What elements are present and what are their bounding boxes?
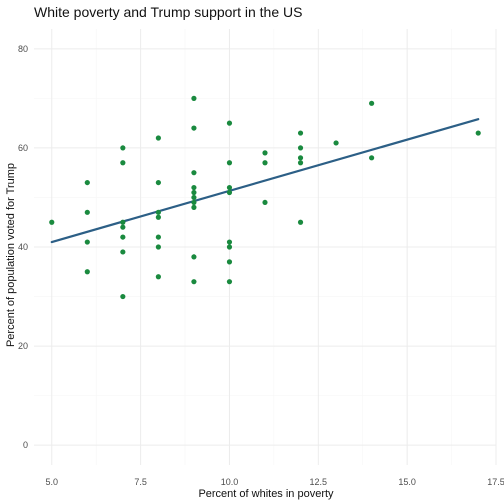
y-tick-label: 60 xyxy=(18,143,28,153)
data-point xyxy=(226,279,233,285)
trend-line xyxy=(50,118,480,244)
data-point xyxy=(49,219,55,225)
data-point xyxy=(226,184,233,191)
data-point xyxy=(191,184,197,191)
data-point xyxy=(333,140,339,146)
point-layer xyxy=(49,95,481,300)
data-point xyxy=(297,145,304,151)
data-point xyxy=(297,219,304,225)
data-point xyxy=(226,189,233,196)
y-tick-label: 40 xyxy=(18,242,28,252)
data-point xyxy=(226,160,233,166)
data-point xyxy=(369,100,375,106)
data-point xyxy=(297,155,304,161)
data-point xyxy=(262,199,268,206)
data-point xyxy=(191,279,197,285)
data-point xyxy=(120,293,126,300)
x-tick-label: 5.0 xyxy=(46,477,59,487)
data-point xyxy=(120,145,126,151)
x-tick-label: 10.0 xyxy=(221,477,239,487)
data-point xyxy=(226,120,233,126)
data-point xyxy=(297,160,304,166)
data-point xyxy=(297,130,304,136)
data-point xyxy=(369,155,375,161)
y-tick-label: 20 xyxy=(18,341,28,351)
data-point xyxy=(191,170,197,176)
data-point xyxy=(226,244,233,250)
data-point xyxy=(226,239,233,245)
data-point xyxy=(226,259,233,265)
data-point xyxy=(191,204,197,210)
data-point xyxy=(191,125,197,131)
y-axis-title: Percent of population voted for Trump xyxy=(5,163,17,347)
x-tick-label: 17.5 xyxy=(487,477,504,487)
data-point xyxy=(120,219,126,225)
data-point xyxy=(262,160,268,166)
data-point xyxy=(155,274,161,280)
data-point xyxy=(191,194,197,201)
data-point xyxy=(84,269,90,275)
data-point xyxy=(262,150,268,156)
data-point xyxy=(84,239,90,245)
data-point xyxy=(84,179,90,186)
data-point xyxy=(155,214,161,220)
x-axis-title: Percent of whites in poverty xyxy=(198,488,334,500)
grid-layer xyxy=(34,29,497,465)
chart-title: White poverty and Trump support in the U… xyxy=(34,4,302,20)
data-point xyxy=(120,234,126,240)
x-axis-ticks: 5.0 7.5 10.0 12.5 15.0 17.5 xyxy=(46,477,504,487)
data-point xyxy=(84,209,90,215)
data-point xyxy=(191,95,197,101)
data-point xyxy=(155,209,161,215)
data-point xyxy=(120,160,126,166)
data-point xyxy=(120,224,126,230)
y-tick-label: 0 xyxy=(23,440,28,450)
data-point xyxy=(155,244,161,250)
data-point xyxy=(191,189,197,196)
y-axis-ticks: 0 20 40 60 80 xyxy=(18,44,28,450)
data-point xyxy=(120,249,126,255)
x-tick-label: 12.5 xyxy=(310,477,328,487)
data-point xyxy=(155,234,161,240)
data-point xyxy=(475,130,481,136)
x-tick-label: 15.0 xyxy=(398,477,416,487)
data-point xyxy=(155,179,161,186)
data-point xyxy=(155,135,161,141)
y-tick-label: 80 xyxy=(18,44,28,54)
data-point xyxy=(191,254,197,260)
x-tick-label: 7.5 xyxy=(134,477,147,487)
data-point xyxy=(191,199,197,206)
trend-layer xyxy=(50,118,480,244)
